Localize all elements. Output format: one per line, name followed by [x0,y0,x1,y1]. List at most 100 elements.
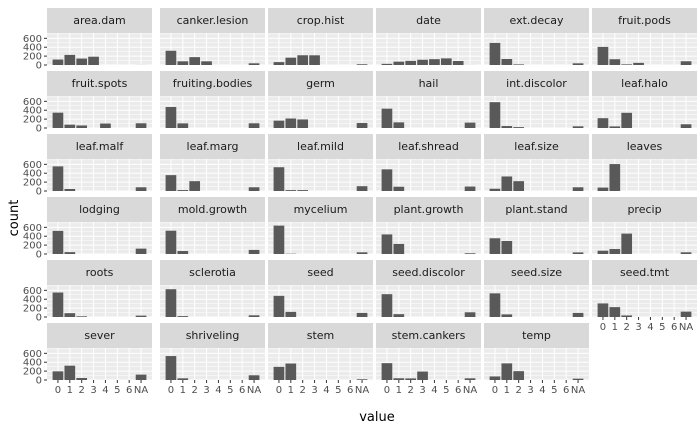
bar-precip-1 [609,249,621,254]
bar-leaf-size-0 [489,188,501,191]
bar-plant-growth-1 [393,243,405,254]
bar-mold-growth-1 [177,251,189,254]
y-tick-label: 600 [23,160,42,171]
x-tick-label: 5 [335,385,341,396]
y-tick-label: 0 [36,250,42,261]
facet-temp: temp [484,323,589,381]
facet-label: seed.size [511,266,562,279]
facet-label: precip [627,203,661,216]
panel-background [592,222,697,254]
bar-seed-discolor-1 [393,314,405,317]
bar-canker-lesion-1 [177,61,189,65]
bar-leaf-malf-0 [52,166,64,191]
bar-sclerotia-1 [177,316,189,317]
bar-leaf-mild-NA [356,186,368,191]
x-tick-label: 3 [90,385,96,396]
facet-germ: germ [268,71,373,129]
x-tick-label: 2 [300,385,306,396]
bar-int-discolor-NA [572,126,584,128]
bar-mold-growth-0 [165,230,177,254]
facet-label: leaf.halo [621,77,668,90]
y-tick-label: 200 [23,367,42,378]
bar-lodging-NA [135,248,147,254]
y-tick-label: 200 [23,115,42,126]
bar-seed-discolor-0 [381,294,393,317]
x-tick-label: 1 [180,385,186,396]
x-tick-label: 6 [126,385,132,396]
x-tick-label: NA [463,385,477,396]
x-tick-label: 2 [79,385,85,396]
y-tick-label: 600 [23,349,42,360]
x-tick-label: NA [247,385,261,396]
bar-hail-NA [464,122,476,128]
facet-mold-growth: mold.growth [160,197,265,255]
facet-strip [376,260,481,285]
bar-date-3 [417,59,428,65]
y-tick-label: 0 [36,376,42,387]
bar-fruit-spots-4 [100,123,111,128]
axes: 0200400600020040060002004006000200400600… [23,34,693,396]
bar-precip-2 [621,233,633,254]
bar-stem-cankers-0 [381,363,393,380]
x-tick-label: 6 [671,322,677,333]
facet-label: leaf.shread [398,140,459,153]
bar-int-discolor-1 [501,126,513,128]
facet-label: fruiting.bodies [173,77,253,90]
panel-background [484,159,589,191]
facet-label: leaf.marg [187,140,239,153]
x-tick-label: NA [571,385,585,396]
facet-strip [484,197,589,222]
bar-leaf-size-1 [501,176,513,191]
bar-ext-decay-2 [513,64,525,65]
facet-strip [376,8,481,33]
x-tick-label: 5 [659,322,665,333]
x-tick-label: 0 [600,322,606,333]
facet-strip [47,8,152,33]
facet-lodging: lodging [47,197,152,255]
bar-area-dam-2 [76,58,88,65]
bar-shriveling-1 [177,378,189,380]
bar-leaf-shread-0 [381,169,393,191]
bar-date-2 [405,60,417,65]
bar-shriveling-NA [248,375,260,380]
y-tick-label: 200 [23,52,42,63]
facet-strip [47,134,152,159]
x-tick-label: 1 [504,385,510,396]
x-tick-label: NA [679,322,693,333]
facet-fruit-spots: fruit.spots [47,71,152,129]
bar-canker-lesion-0 [165,50,177,65]
bar-area-dam-3 [88,56,99,65]
bar-leaf-mild-1 [285,190,297,191]
facet-strip [160,197,265,222]
facet-strip [160,323,265,348]
y-axis-title: count [7,200,22,237]
facet-fruiting-bodies: fruiting.bodies [160,71,265,129]
bar-leaf-malf-1 [64,189,76,191]
x-axis-title: value [359,410,395,425]
bar-fruit-spots-0 [52,112,64,128]
facet-strip [268,323,373,348]
facet-label: seed.discolor [392,266,465,279]
bar-crop-hist-1 [285,57,297,65]
x-tick-label: 2 [624,322,630,333]
facet-seed-size: seed.size [484,260,589,318]
facet-strip [484,260,589,285]
bar-leaf-marg-1 [177,190,189,191]
bar-sever-1 [64,365,76,380]
facet-mycelium: mycelium [268,197,373,255]
bar-stem-1 [285,363,297,380]
facet-label: leaf.size [514,140,559,153]
bar-date-1 [393,61,405,65]
facet-strip [484,323,589,348]
facet-strip [47,71,152,96]
bar-germ-2 [297,119,309,128]
facet-shriveling: shriveling [160,323,265,381]
y-tick-label: 400 [23,358,42,369]
bar-stem-cankers-1 [393,378,405,380]
bar-seed-tmt-0 [597,303,609,317]
facet-label: leaf.malf [76,140,125,153]
facet-plant-growth: plant.growth [376,197,481,255]
facet-label: lodging [79,203,120,216]
bar-seed-tmt-2 [621,315,633,317]
